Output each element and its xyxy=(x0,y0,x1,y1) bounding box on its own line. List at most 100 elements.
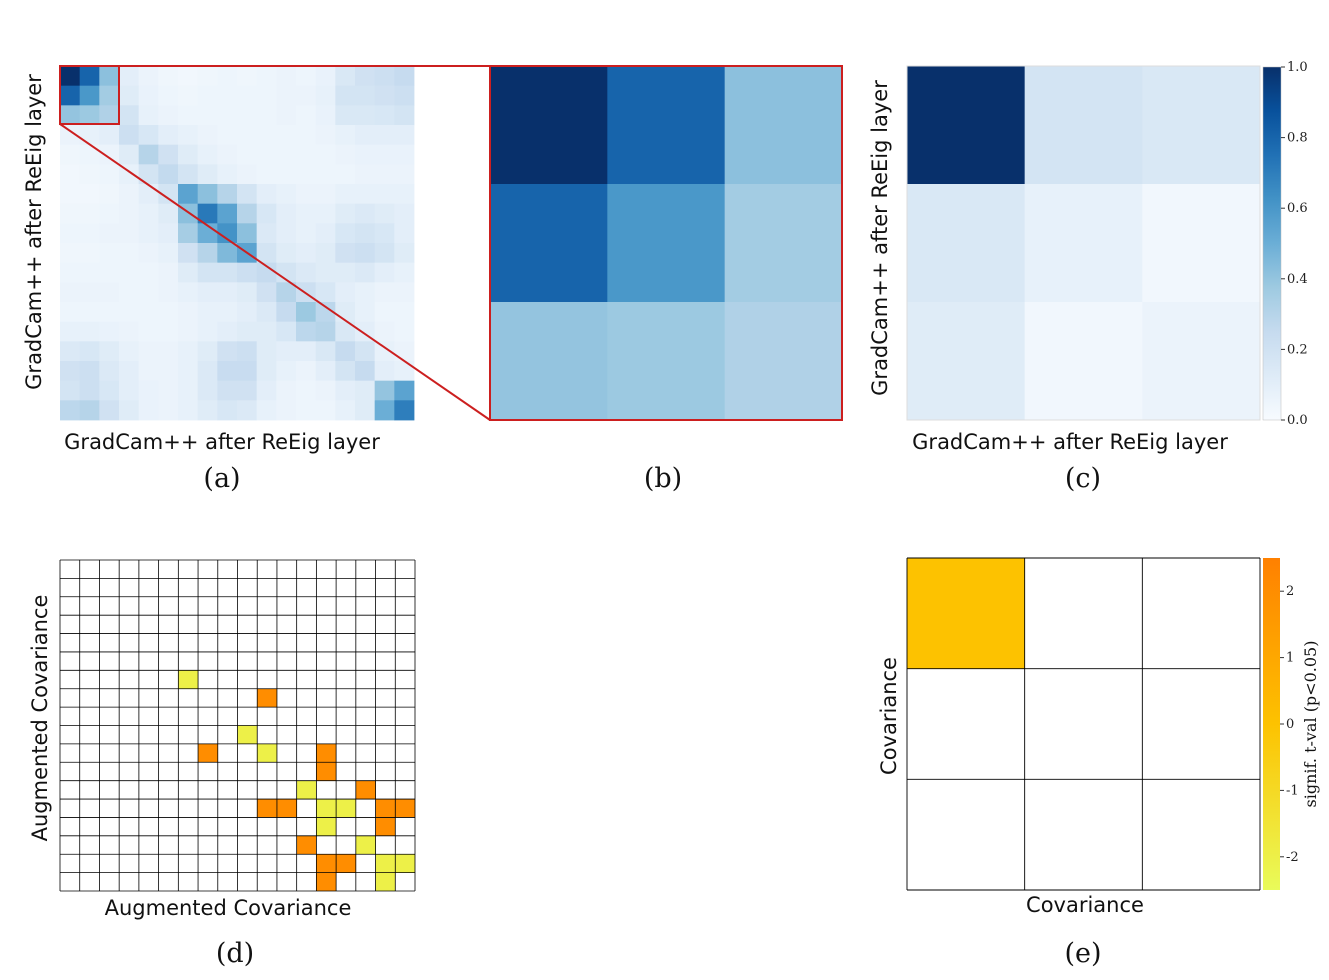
heatmap-cell xyxy=(138,302,159,323)
heatmap-cell xyxy=(217,66,238,87)
heatmap-cell xyxy=(138,203,159,224)
heatmap-cell xyxy=(335,243,356,264)
heatmap-cell xyxy=(119,302,140,323)
heatmap-cell xyxy=(217,341,238,362)
heatmap-cell xyxy=(335,341,356,362)
heatmap-cell xyxy=(394,321,415,342)
heatmap-cell xyxy=(335,380,356,401)
caption-c: (c) xyxy=(1065,463,1101,494)
heatmap-cell xyxy=(315,144,336,165)
heatmap-cell xyxy=(79,321,100,342)
heatmap-cell xyxy=(724,302,843,421)
heatmap-cell xyxy=(374,361,395,382)
heatmap-cell xyxy=(178,262,199,283)
heatmap-cell xyxy=(315,380,336,401)
heatmap-cell xyxy=(158,125,179,146)
heatmap-cell xyxy=(394,85,415,106)
colorbar-tick-label: -1 xyxy=(1286,783,1299,798)
heatmap-cell xyxy=(99,380,120,401)
significant-cell xyxy=(316,799,337,818)
heatmap-cell xyxy=(315,184,336,205)
heatmap-cell xyxy=(119,105,140,126)
heatmap-cell xyxy=(374,164,395,185)
heatmap-cell xyxy=(178,341,199,362)
heatmap-cell xyxy=(296,85,317,106)
significant-cell xyxy=(276,799,297,818)
heatmap-cell xyxy=(119,184,140,205)
heatmap-cell xyxy=(237,223,258,244)
colorbar-tick-label: 0.6 xyxy=(1287,201,1308,216)
heatmap-cell xyxy=(60,144,81,165)
heatmap-cell xyxy=(237,321,258,342)
heatmap-cell xyxy=(60,302,81,323)
heatmap-cell xyxy=(335,282,356,303)
heatmap-cell xyxy=(374,243,395,264)
heatmap-cell xyxy=(79,125,100,146)
colorbar-tick-label: 0.4 xyxy=(1287,272,1308,287)
panel-b: (b) xyxy=(489,65,843,494)
colorbar-e-ticks: 2 1 0 -1 -2 xyxy=(1280,584,1299,865)
heatmap-cell xyxy=(355,361,376,382)
heatmap-cell xyxy=(158,184,179,205)
heatmap-cell xyxy=(237,85,258,106)
heatmap-cell xyxy=(335,144,356,165)
heatmap-cell xyxy=(276,164,297,185)
heatmap-cell xyxy=(197,361,218,382)
heatmap-cell xyxy=(315,203,336,224)
heatmap-cell xyxy=(237,262,258,283)
heatmap-cell xyxy=(394,66,415,87)
significant-cell xyxy=(316,854,337,873)
colorbar-tick-label: 1 xyxy=(1286,651,1294,666)
heatmap-cell xyxy=(907,184,1026,303)
heatmap-cell xyxy=(1024,184,1143,303)
heatmap-cell xyxy=(237,105,258,126)
heatmap-cell xyxy=(60,282,81,303)
heatmap-cell xyxy=(237,203,258,224)
heatmap-cell xyxy=(374,223,395,244)
heatmap-cell xyxy=(60,105,81,126)
heatmap-cell xyxy=(79,203,100,224)
heatmap-cell xyxy=(335,223,356,244)
heatmap-cell xyxy=(60,341,81,362)
heatmap-cell xyxy=(158,321,179,342)
heatmap-cell xyxy=(374,341,395,362)
heatmap-cell xyxy=(276,341,297,362)
heatmap-cell xyxy=(394,223,415,244)
heatmap-cell xyxy=(315,321,336,342)
heatmap-cell xyxy=(276,321,297,342)
heatmap-cell xyxy=(276,125,297,146)
heatmap-cell xyxy=(335,66,356,87)
heatmap-cell xyxy=(119,262,140,283)
heatmap-cell xyxy=(276,66,297,87)
heatmap-cell xyxy=(1024,66,1143,185)
heatmap-cell xyxy=(79,380,100,401)
panel-a: GradCam++ after ReEig layer GradCam++ af… xyxy=(22,65,415,494)
heatmap-cell xyxy=(256,302,277,323)
heatmap-cell xyxy=(138,380,159,401)
heatmap-cell xyxy=(60,184,81,205)
zoom-connector xyxy=(59,65,491,421)
heatmap-cell xyxy=(256,184,277,205)
heatmap-cell xyxy=(296,262,317,283)
heatmap-cell xyxy=(315,105,336,126)
heatmap-cell xyxy=(119,321,140,342)
heatmap-cell xyxy=(217,223,238,244)
heatmap-cell xyxy=(197,380,218,401)
heatmap-cell xyxy=(79,66,100,87)
heatmap-cell xyxy=(256,164,277,185)
heatmap-cell xyxy=(60,361,81,382)
heatmap-cell xyxy=(178,85,199,106)
heatmap-cell xyxy=(296,105,317,126)
colorbar-label-e: signif. t-val (p<0.05) xyxy=(1301,641,1320,808)
heatmap-cell xyxy=(99,164,120,185)
heatmap-cell xyxy=(158,164,179,185)
x-axis-label-e: Covariance xyxy=(1026,893,1144,917)
heatmap-cell xyxy=(119,400,140,421)
significant-cell xyxy=(336,854,356,873)
heatmap-cell xyxy=(217,125,238,146)
heatmap-cell xyxy=(1142,184,1261,303)
colorbar-c xyxy=(1262,66,1282,421)
heatmap-cell xyxy=(237,341,258,362)
significant-cell xyxy=(296,780,317,800)
heatmap-cell xyxy=(276,400,297,421)
